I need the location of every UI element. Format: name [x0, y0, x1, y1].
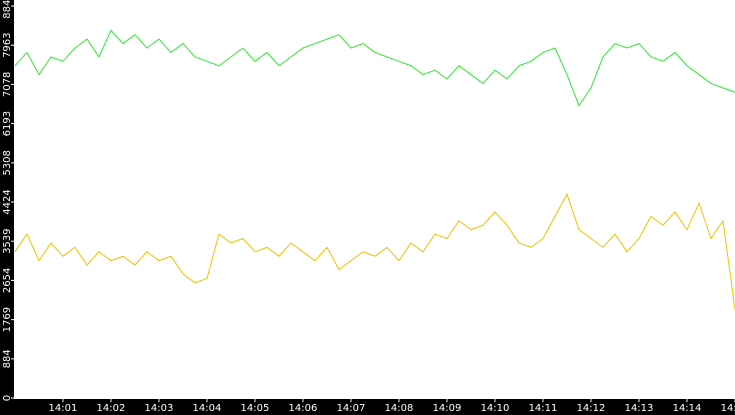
y-tick-label: 8848 [2, 0, 13, 19]
x-tick-label: 14:08 [385, 403, 414, 414]
y-tick-label: 4424 [2, 189, 13, 214]
y-tick-label: 1769 [2, 307, 13, 332]
x-tick-label: 14:09 [433, 403, 462, 414]
y-tick-label: 7963 [2, 32, 13, 57]
y-tick-label: 3539 [2, 228, 13, 253]
x-tick-label: 14:01 [49, 403, 78, 414]
x-tick-label: 14:14 [673, 403, 702, 414]
x-tick-label: 14:10 [481, 403, 510, 414]
x-tick-label: 14:04 [193, 403, 222, 414]
y-tick-label: 2654 [2, 268, 13, 293]
y-tick-label: 884 [2, 349, 13, 368]
x-tick-label: 14:15 [721, 403, 735, 414]
x-tick-label: 14:05 [241, 403, 270, 414]
plot-area [14, 0, 735, 399]
y-tick-label: 0 [2, 395, 13, 401]
y-tick-label: 5308 [2, 150, 13, 175]
x-tick-label: 14:03 [145, 403, 174, 414]
x-tick-label: 14:13 [625, 403, 654, 414]
x-tick-label: 14:02 [97, 403, 126, 414]
series-line [14, 192, 735, 310]
y-tick-label: 6193 [2, 111, 13, 136]
series-line [14, 29, 735, 107]
x-tick-label: 14:06 [289, 403, 318, 414]
x-tick-label: 14:12 [577, 403, 606, 414]
x-tick-label: 14:07 [337, 403, 366, 414]
x-tick-label: 14:11 [529, 403, 558, 414]
y-tick-label: 7078 [2, 72, 13, 97]
